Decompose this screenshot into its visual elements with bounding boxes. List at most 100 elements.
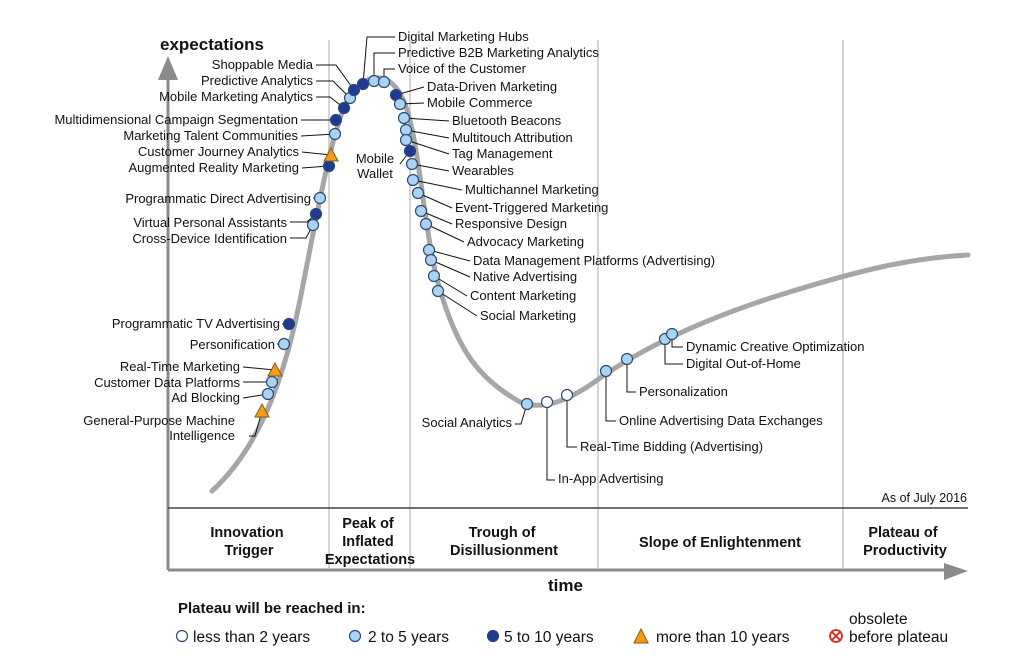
marker-circle xyxy=(282,317,296,331)
tech-label: General-Purpose Machine Intelligence xyxy=(83,413,235,443)
leader-line xyxy=(301,151,332,156)
tech-item-responsive-design: Responsive Design xyxy=(414,204,567,231)
leader-line xyxy=(405,139,450,155)
tech-label: Shoppable Media xyxy=(212,57,314,72)
tech-item-general-purpose-machine-intelligence: General-Purpose Machine Intelligence xyxy=(83,402,270,443)
tech-item-content-marketing: Content Marketing xyxy=(427,269,576,303)
y-axis-label: expectations xyxy=(160,35,264,54)
legend-label: more than 10 years xyxy=(656,629,790,646)
tech-label: Programmatic TV Advertising xyxy=(112,316,280,331)
legend-label: 2 to 5 years xyxy=(368,629,449,646)
tech-item-augmented-reality-marketing: Augmented Reality Marketing xyxy=(128,159,336,175)
tech-label: Data-Driven Marketing xyxy=(427,79,557,94)
tech-item-programmatic-tv-advertising: Programmatic TV Advertising xyxy=(112,316,296,331)
tech-label: Dynamic Creative Optimization xyxy=(686,339,864,354)
tech-item-bluetooth-beacons: Bluetooth Beacons xyxy=(397,111,562,128)
tech-item-multitouch-attribution: Multitouch Attribution xyxy=(399,123,573,145)
tech-item-ad-blocking: Ad Blocking xyxy=(171,387,275,405)
tech-label: Predictive B2B Marketing Analytics xyxy=(398,45,599,60)
x-axis-label: time xyxy=(548,576,583,595)
tech-label: Data Management Platforms (Advertising) xyxy=(473,253,715,268)
marker-circle xyxy=(665,327,679,341)
tech-item-online-advertising-data-exchanges: Online Advertising Data Exchanges xyxy=(599,364,823,428)
tech-label: Social Marketing xyxy=(480,308,576,323)
tech-label: Online Advertising Data Exchanges xyxy=(619,413,823,428)
leader-line xyxy=(546,402,555,481)
tech-label: Event-Triggered Marketing xyxy=(455,200,608,215)
marker-circle xyxy=(520,397,534,411)
as-of-date: As of July 2016 xyxy=(882,491,968,505)
leader-line xyxy=(362,36,395,85)
marker-circle xyxy=(403,144,417,158)
marker-circle xyxy=(393,97,407,111)
leader-line xyxy=(430,259,471,278)
tech-item-mobile-marketing-analytics: Mobile Marketing Analytics xyxy=(159,89,351,115)
tech-item-dynamic-creative-optimization: Dynamic Creative Optimization xyxy=(665,327,864,354)
marker-circle xyxy=(399,123,413,137)
marker-circle xyxy=(329,113,343,127)
y-axis-arrow xyxy=(158,56,178,80)
tech-item-programmatic-direct-advertising: Programmatic Direct Advertising xyxy=(125,191,327,206)
marker-circle xyxy=(414,204,428,218)
tech-item-wearables: Wearables xyxy=(405,157,514,178)
leader-line xyxy=(425,223,465,243)
marker-circle xyxy=(431,284,445,298)
tech-label: Customer Journey Analytics xyxy=(138,144,300,159)
tech-label: In-App Advertising xyxy=(558,471,664,486)
marker-circle xyxy=(540,395,554,409)
marker-circle xyxy=(265,375,279,389)
marker-circle xyxy=(419,217,433,231)
leader-line xyxy=(626,359,636,393)
leader-line xyxy=(417,192,453,209)
leader-line xyxy=(405,129,450,139)
tech-item-shoppable-media: Shoppable Media xyxy=(212,57,361,97)
marker-circle xyxy=(377,75,391,89)
leader-line xyxy=(242,366,276,371)
leader-line xyxy=(605,371,616,422)
tech-item-digital-marketing-hubs: Digital Marketing Hubs xyxy=(356,29,529,91)
tech-label: Mobile Commerce xyxy=(427,95,532,110)
marker-circle xyxy=(347,83,361,97)
hype-curve xyxy=(209,75,971,494)
tech-item-virtual-personal-assistants: Virtual Personal Assistants xyxy=(133,207,323,230)
leader-line xyxy=(428,249,471,262)
tech-item-real-time-bidding-advertising: Real-Time Bidding (Advertising) xyxy=(560,388,763,454)
tech-label: Real-Time Bidding (Advertising) xyxy=(580,439,763,454)
tech-label: Mobile Wallet xyxy=(356,151,394,181)
phase-label-slope: Slope of Enlightenment xyxy=(639,535,801,551)
tech-label: Programmatic Direct Advertising xyxy=(125,191,311,206)
tech-item-multidimensional-campaign-segmentation: Multidimensional Campaign Segmentation xyxy=(54,112,343,127)
tech-item-personification: Personification xyxy=(190,337,291,352)
tech-label: Responsive Design xyxy=(455,216,567,231)
phase-label-innovation-trigger: Innovation Trigger xyxy=(210,525,287,559)
marker-circle xyxy=(560,388,574,402)
tech-item-social-analytics: Social Analytics xyxy=(422,397,534,430)
tech-label: Voice of the Customer xyxy=(398,61,527,76)
legend-label: 5 to 10 years xyxy=(504,629,594,646)
leader-line xyxy=(433,275,468,297)
marker-circle xyxy=(424,253,438,267)
marker-orange-triangle xyxy=(267,361,283,377)
tech-item-in-app-advertising: In-App Advertising xyxy=(540,395,664,486)
tech-item-customer-journey-analytics: Customer Journey Analytics xyxy=(138,144,339,162)
legend-marker-light-blue-circle xyxy=(348,629,362,643)
legend-marker-orange-triangle xyxy=(633,627,649,644)
tech-item-social-marketing: Social Marketing xyxy=(431,284,576,323)
tech-label: Digital Marketing Hubs xyxy=(398,29,529,44)
tech-label: Wearables xyxy=(452,163,514,178)
tech-item-event-triggered-marketing: Event-Triggered Marketing xyxy=(411,186,608,215)
marker-circle xyxy=(367,74,381,88)
phase-label-peak: Peak of Inflated Expectations xyxy=(325,516,415,568)
tech-item-native-advertising: Native Advertising xyxy=(424,253,577,284)
leader-line xyxy=(566,395,577,448)
tech-label: Cross-Device Identification xyxy=(132,231,287,246)
tech-label: Social Analytics xyxy=(422,415,513,430)
marker-circle xyxy=(411,186,425,200)
tech-item-voice-of-the-customer: Voice of the Customer xyxy=(377,61,527,89)
marker-circle xyxy=(277,337,291,351)
leader-line xyxy=(515,403,528,425)
marker-orange-triangle xyxy=(254,402,270,418)
tech-label: Augmented Reality Marketing xyxy=(128,160,299,175)
tech-label: Advocacy Marketing xyxy=(467,234,584,249)
legend-title: Plateau will be reached in: xyxy=(178,600,366,617)
